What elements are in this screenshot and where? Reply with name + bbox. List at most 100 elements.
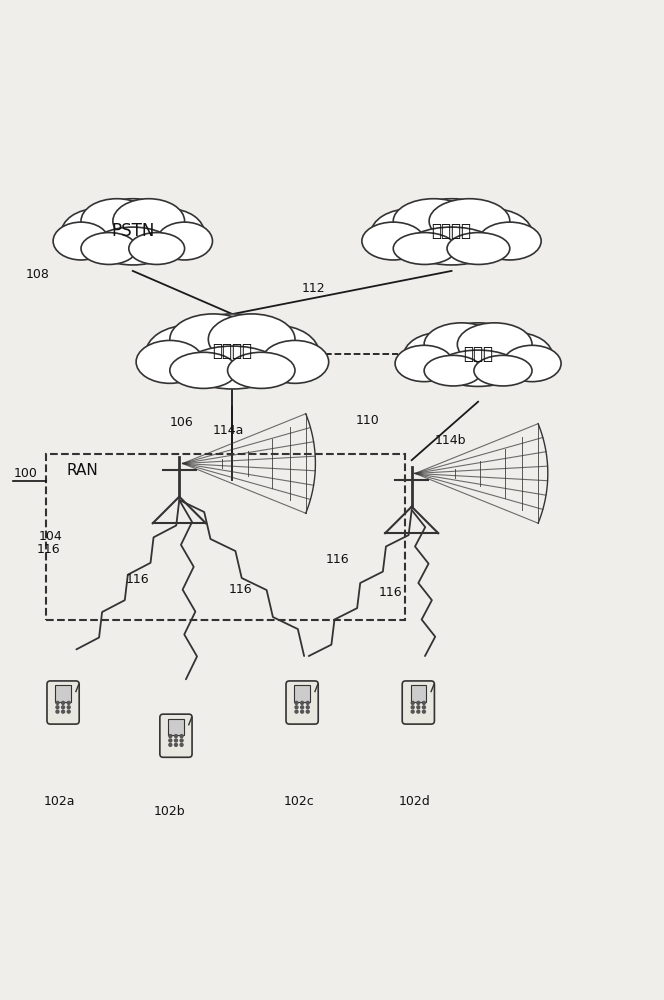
Circle shape <box>295 710 298 713</box>
Ellipse shape <box>424 355 482 386</box>
Bar <box>410 685 426 702</box>
Ellipse shape <box>170 314 256 365</box>
Ellipse shape <box>228 352 295 388</box>
Circle shape <box>180 743 183 746</box>
Ellipse shape <box>232 325 319 382</box>
Ellipse shape <box>452 209 532 258</box>
Circle shape <box>411 706 414 709</box>
Ellipse shape <box>261 340 329 383</box>
Circle shape <box>67 710 70 713</box>
Ellipse shape <box>406 227 497 265</box>
Ellipse shape <box>208 314 295 365</box>
Text: 110: 110 <box>355 414 379 427</box>
Circle shape <box>180 735 183 738</box>
Ellipse shape <box>53 222 109 260</box>
Ellipse shape <box>429 199 510 244</box>
Ellipse shape <box>81 199 153 244</box>
Circle shape <box>301 710 303 713</box>
Ellipse shape <box>175 314 290 387</box>
Circle shape <box>56 710 59 713</box>
Ellipse shape <box>393 199 474 244</box>
Text: 108: 108 <box>25 268 49 281</box>
Ellipse shape <box>85 199 181 263</box>
Ellipse shape <box>133 209 205 258</box>
Text: 其他网络: 其他网络 <box>432 222 471 240</box>
Ellipse shape <box>145 325 232 382</box>
Ellipse shape <box>398 199 505 263</box>
Ellipse shape <box>447 233 510 264</box>
Text: 102c: 102c <box>284 795 314 808</box>
Text: 116: 116 <box>126 573 150 586</box>
Circle shape <box>306 701 309 704</box>
Text: 116: 116 <box>37 543 60 556</box>
FancyBboxPatch shape <box>47 681 79 724</box>
Circle shape <box>175 735 177 738</box>
Text: 104: 104 <box>39 530 62 543</box>
Circle shape <box>180 739 183 742</box>
Text: 因特网: 因特网 <box>463 345 493 363</box>
Ellipse shape <box>93 227 173 265</box>
Text: 116: 116 <box>325 553 349 566</box>
FancyBboxPatch shape <box>286 681 318 724</box>
Circle shape <box>422 706 426 709</box>
Ellipse shape <box>478 332 552 380</box>
Text: 100: 100 <box>13 467 37 480</box>
Ellipse shape <box>437 350 519 386</box>
Bar <box>168 719 184 735</box>
Circle shape <box>169 739 172 742</box>
Circle shape <box>169 743 172 746</box>
Circle shape <box>169 735 172 738</box>
Circle shape <box>62 706 64 709</box>
Circle shape <box>67 701 70 704</box>
Ellipse shape <box>371 209 452 258</box>
Ellipse shape <box>61 209 133 258</box>
Circle shape <box>422 710 426 713</box>
FancyBboxPatch shape <box>160 714 192 757</box>
Circle shape <box>417 701 420 704</box>
Text: 102a: 102a <box>44 795 76 808</box>
Circle shape <box>411 710 414 713</box>
Bar <box>55 685 71 702</box>
Bar <box>294 685 310 702</box>
Circle shape <box>295 701 298 704</box>
Ellipse shape <box>478 222 541 260</box>
FancyBboxPatch shape <box>402 681 434 724</box>
Text: 102b: 102b <box>153 805 185 818</box>
Circle shape <box>56 701 59 704</box>
Ellipse shape <box>113 199 185 244</box>
Ellipse shape <box>129 233 185 264</box>
Circle shape <box>422 701 426 704</box>
Circle shape <box>295 706 298 709</box>
Ellipse shape <box>395 345 453 382</box>
Ellipse shape <box>362 222 425 260</box>
Ellipse shape <box>503 345 561 382</box>
Circle shape <box>62 701 64 704</box>
Text: PSTN: PSTN <box>111 222 155 240</box>
Text: 106: 106 <box>169 416 193 429</box>
Text: 114b: 114b <box>435 434 466 447</box>
Circle shape <box>417 710 420 713</box>
Circle shape <box>411 701 414 704</box>
Circle shape <box>175 739 177 742</box>
Circle shape <box>56 706 59 709</box>
Ellipse shape <box>428 323 528 385</box>
Text: 核心网络: 核心网络 <box>212 342 252 360</box>
Ellipse shape <box>136 340 203 383</box>
Text: 116: 116 <box>229 583 253 596</box>
Ellipse shape <box>403 332 478 380</box>
Ellipse shape <box>393 233 456 264</box>
Circle shape <box>301 706 303 709</box>
Circle shape <box>417 706 420 709</box>
Ellipse shape <box>170 352 237 388</box>
Circle shape <box>301 701 303 704</box>
Circle shape <box>306 706 309 709</box>
Ellipse shape <box>157 222 212 260</box>
Text: 114a: 114a <box>212 424 244 437</box>
Circle shape <box>306 710 309 713</box>
Text: 116: 116 <box>378 586 402 599</box>
Text: 112: 112 <box>302 282 326 295</box>
Ellipse shape <box>424 323 499 366</box>
Ellipse shape <box>184 346 280 389</box>
Circle shape <box>62 710 64 713</box>
Text: 102d: 102d <box>399 795 431 808</box>
